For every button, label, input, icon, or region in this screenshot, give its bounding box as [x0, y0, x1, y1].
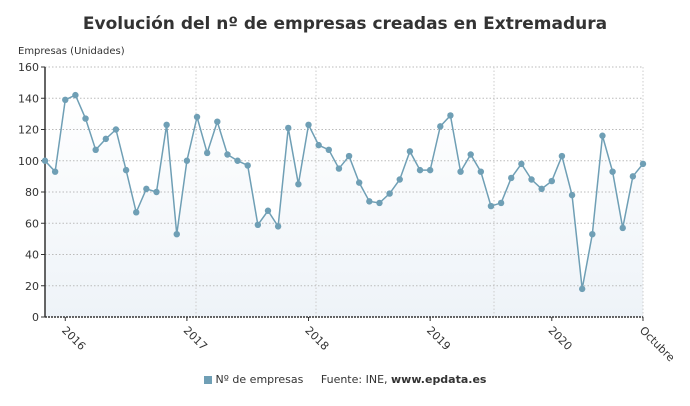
data-point	[518, 160, 525, 168]
source: Fuente: INE, www.epdata.es	[321, 373, 487, 386]
y-tick-label: 60	[25, 217, 39, 230]
data-point	[406, 148, 414, 155]
data-point	[416, 166, 424, 174]
data-point	[133, 209, 140, 216]
data-point	[244, 162, 251, 169]
x-tick-label: 2017	[181, 324, 210, 353]
x-tick-label: 2018	[302, 324, 331, 353]
y-tick-label: 80	[25, 186, 39, 199]
x-tick-label: Octubre	[637, 324, 677, 364]
data-point	[102, 135, 110, 143]
data-point	[51, 168, 59, 175]
data-point	[254, 221, 262, 229]
data-point	[315, 141, 322, 149]
x-tick-label: 2016	[59, 324, 88, 353]
data-point	[477, 168, 485, 175]
data-point	[639, 160, 647, 168]
data-point	[578, 285, 586, 293]
data-point	[122, 166, 130, 174]
data-point	[447, 112, 454, 119]
area-fill	[45, 95, 643, 317]
y-tick-label: 0	[32, 311, 39, 324]
data-point	[62, 96, 69, 104]
data-point	[193, 113, 201, 121]
data-point	[548, 177, 555, 185]
data-point	[396, 176, 403, 183]
data-point	[619, 224, 626, 232]
data-point	[589, 230, 596, 238]
data-point	[376, 199, 383, 207]
chart-title: Evolución del nº de empresas creadas en …	[82, 14, 608, 34]
data-point	[386, 190, 393, 197]
data-point	[112, 126, 120, 133]
legend: Nº de empresas Fuente: INE, www.epdata.e…	[0, 373, 690, 386]
data-point	[41, 157, 49, 164]
data-point	[508, 174, 515, 182]
data-point	[457, 168, 464, 175]
data-point	[163, 121, 170, 129]
data-point	[285, 124, 292, 132]
y-tick-label: 40	[25, 249, 39, 262]
source-prefix: Fuente: INE,	[320, 373, 392, 386]
data-point	[568, 191, 576, 199]
data-point	[183, 157, 191, 164]
data-point	[325, 146, 332, 154]
data-point	[173, 230, 180, 238]
data-point	[528, 176, 535, 183]
data-point	[487, 202, 495, 210]
data-point	[497, 199, 505, 207]
data-point	[426, 166, 434, 174]
data-point	[72, 91, 79, 99]
data-point	[153, 188, 160, 196]
data-point	[264, 207, 272, 214]
y-tick-label: 160	[18, 61, 39, 74]
data-point	[234, 157, 241, 164]
legend-swatch	[203, 376, 212, 384]
data-point	[92, 146, 99, 154]
data-point	[214, 118, 221, 125]
y-tick-label: 20	[25, 280, 39, 293]
source-site: www.epdata.es	[391, 373, 487, 386]
data-point	[224, 151, 231, 158]
x-tick-label: 2020	[546, 324, 575, 353]
y-tick-label: 100	[18, 155, 39, 168]
data-point	[345, 152, 353, 160]
data-point	[203, 149, 211, 157]
data-point	[609, 168, 616, 175]
data-point	[599, 132, 606, 139]
data-point	[558, 152, 566, 160]
data-point	[305, 121, 312, 129]
data-point	[356, 179, 363, 186]
data-point	[274, 223, 282, 230]
y-tick-label: 120	[18, 124, 39, 137]
data-point	[538, 185, 545, 193]
x-tick-label: 2019	[424, 324, 453, 353]
data-point	[467, 151, 474, 158]
data-point	[437, 123, 444, 130]
data-point	[143, 185, 150, 193]
y-axis-label: Empresas (Unidades)	[18, 46, 125, 57]
data-point	[295, 180, 302, 188]
legend-label: Nº de empresas	[215, 373, 304, 386]
data-point	[335, 165, 343, 172]
data-point	[629, 173, 637, 180]
data-point	[82, 115, 89, 122]
y-tick-label: 140	[18, 92, 39, 105]
data-point	[366, 198, 373, 205]
